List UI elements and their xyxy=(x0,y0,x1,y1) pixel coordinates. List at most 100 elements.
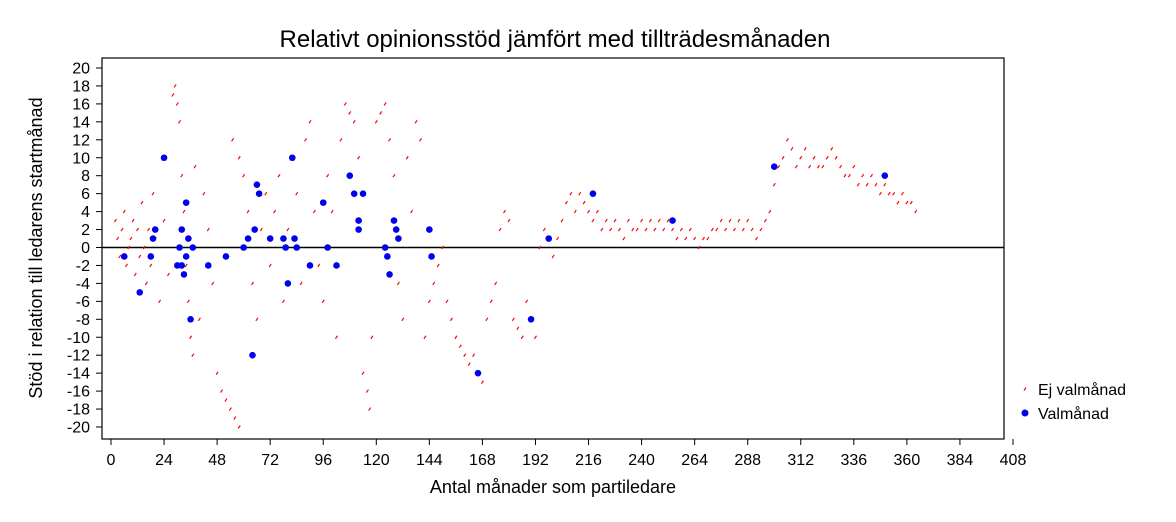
x-tick-label: 264 xyxy=(681,452,708,469)
data-point-ej-valmanad xyxy=(273,209,277,214)
data-point-ej-valmanad xyxy=(724,227,728,232)
data-point-ej-valmanad xyxy=(166,272,170,277)
data-point-valmanad xyxy=(426,226,433,233)
data-point-ej-valmanad xyxy=(715,227,719,232)
data-point-ej-valmanad xyxy=(834,155,838,160)
data-point-ej-valmanad xyxy=(182,209,186,214)
data-point-valmanad xyxy=(881,172,889,179)
data-point-ej-valmanad xyxy=(259,227,263,232)
data-point-ej-valmanad xyxy=(604,218,608,223)
data-point-ej-valmanad xyxy=(719,218,723,223)
series-ej-valmanad xyxy=(113,84,918,429)
data-point-ej-valmanad xyxy=(335,335,338,340)
data-point-ej-valmanad xyxy=(671,227,675,232)
data-point-ej-valmanad xyxy=(631,227,635,232)
y-tick-label: 16 xyxy=(72,96,90,113)
data-point-valmanad xyxy=(151,226,159,233)
data-point-ej-valmanad xyxy=(763,218,767,223)
data-point-ej-valmanad xyxy=(202,191,206,196)
data-point-ej-valmanad xyxy=(609,227,613,232)
data-point-ej-valmanad xyxy=(129,236,133,241)
data-point-ej-valmanad xyxy=(825,155,829,160)
data-point-valmanad xyxy=(527,316,535,323)
data-point-valmanad xyxy=(149,235,157,242)
data-point-valmanad xyxy=(176,244,183,251)
plot-frame xyxy=(101,57,1005,440)
data-point-ej-valmanad xyxy=(688,227,692,232)
data-point-ej-valmanad xyxy=(127,245,131,250)
data-point-ej-valmanad xyxy=(613,218,617,223)
x-tick-label: 360 xyxy=(894,452,921,469)
data-point-ej-valmanad xyxy=(697,245,701,250)
data-point-ej-valmanad xyxy=(211,281,215,286)
data-point-ej-valmanad xyxy=(847,173,851,178)
data-point-valmanad xyxy=(266,235,274,242)
data-point-ej-valmanad xyxy=(706,236,710,241)
data-point-ej-valmanad xyxy=(839,164,843,169)
data-point-ej-valmanad xyxy=(268,263,272,268)
data-point-ej-valmanad xyxy=(600,227,604,232)
data-point-ej-valmanad xyxy=(277,173,281,178)
y-tick-label: 14 xyxy=(72,114,90,131)
data-point-ej-valmanad xyxy=(892,191,896,196)
data-point-ej-valmanad xyxy=(255,317,259,322)
data-point-valmanad xyxy=(291,235,298,242)
data-point-ej-valmanad xyxy=(662,227,666,232)
data-point-ej-valmanad xyxy=(861,173,865,178)
data-point-ej-valmanad xyxy=(140,200,144,205)
data-point-ej-valmanad xyxy=(587,209,591,214)
data-point-valmanad xyxy=(253,181,261,188)
data-point-valmanad xyxy=(282,244,289,251)
data-point-valmanad xyxy=(251,226,259,233)
data-point-ej-valmanad xyxy=(684,236,688,241)
data-point-ej-valmanad xyxy=(909,200,913,205)
data-point-valmanad xyxy=(178,226,186,233)
y-tick-label: 0 xyxy=(81,240,90,257)
data-point-valmanad xyxy=(178,262,186,269)
data-point-ej-valmanad xyxy=(551,254,555,259)
data-point-ej-valmanad xyxy=(379,111,383,115)
data-point-valmanad xyxy=(392,226,400,233)
data-point-ej-valmanad xyxy=(538,245,542,250)
data-point-ej-valmanad xyxy=(732,227,736,232)
data-point-ej-valmanad xyxy=(617,227,621,232)
x-tick-label: 168 xyxy=(469,452,496,469)
legend-marker-valmanad xyxy=(1021,409,1029,417)
legend-label-valmanad: Valmånad xyxy=(1038,405,1109,423)
x-tick-label: 96 xyxy=(314,452,332,469)
data-point-valmanad xyxy=(381,244,389,251)
data-point-valmanad xyxy=(319,199,327,206)
data-point-ej-valmanad xyxy=(498,227,502,232)
data-point-ej-valmanad xyxy=(233,416,237,420)
data-point-valmanad xyxy=(324,244,331,251)
data-point-valmanad xyxy=(204,262,212,269)
y-tick-label: -14 xyxy=(67,366,90,383)
data-point-ej-valmanad xyxy=(728,218,732,223)
data-point-ej-valmanad xyxy=(710,227,714,232)
data-point-valmanad xyxy=(249,351,256,359)
data-point-ej-valmanad xyxy=(772,182,776,187)
data-point-ej-valmanad xyxy=(432,281,436,286)
data-point-valmanad xyxy=(244,235,252,242)
y-tick-label: 12 xyxy=(72,132,90,149)
data-point-ej-valmanad xyxy=(896,200,900,205)
data-point-ej-valmanad xyxy=(542,227,546,232)
data-point-valmanad xyxy=(136,289,144,296)
data-point-valmanad xyxy=(185,235,192,242)
data-point-ej-valmanad xyxy=(485,317,489,322)
data-point-valmanad xyxy=(333,262,340,269)
data-point-ej-valmanad xyxy=(883,182,887,187)
data-point-ej-valmanad xyxy=(197,317,201,322)
data-point-ej-valmanad xyxy=(299,281,303,286)
data-point-ej-valmanad xyxy=(122,209,126,214)
x-tick-label: 240 xyxy=(628,452,655,469)
data-point-ej-valmanad xyxy=(405,155,409,160)
data-point-ej-valmanad xyxy=(494,281,498,286)
data-point-ej-valmanad xyxy=(151,191,155,196)
y-tick-label: 20 xyxy=(72,61,90,78)
data-point-ej-valmanad xyxy=(124,263,128,268)
data-point-valmanad xyxy=(390,217,398,224)
data-point-ej-valmanad xyxy=(220,389,224,393)
x-tick-label: 72 xyxy=(261,452,279,469)
